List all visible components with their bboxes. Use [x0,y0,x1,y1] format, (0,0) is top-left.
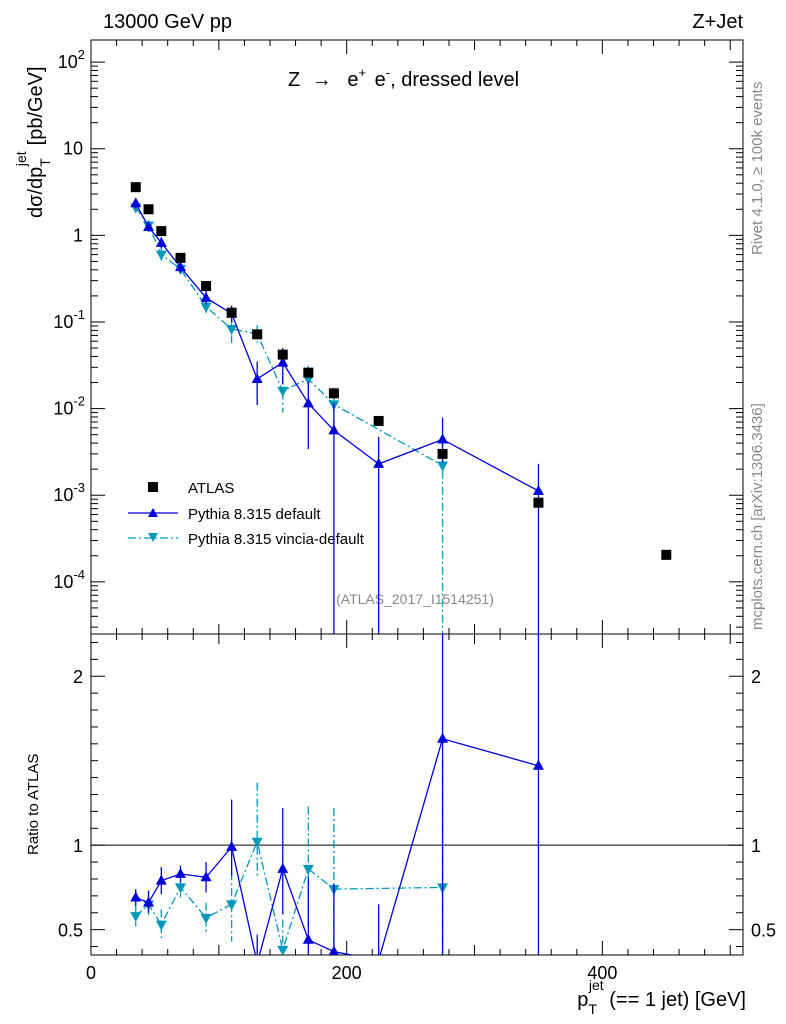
ratio-pythia-default-point [378,954,380,955]
pythia-default-point [130,197,142,208]
ratio-pythia-default-point [130,891,142,902]
ratio-y-axis-label: Ratio to ATLAS [25,754,42,855]
ratio-y-tick-label: 2 [73,667,83,687]
pythia-vincia-point [437,461,449,472]
x-tick-label: 0 [86,963,96,983]
atlas-point [156,226,167,237]
main-y-tick-label: 1 [73,225,83,245]
atlas-point [143,204,154,215]
ratio-pythia-vincia-point [302,864,314,875]
atlas-point [661,549,672,560]
ratio-pythia-default-point [532,759,544,770]
ratio-axes: 0.5 0.5 1 1 2 2 0 200 400 [58,634,776,983]
x-axis-label: pTjet (== 1 jet) [GeV] [577,977,746,1017]
ratio-pythia-vincia-point [130,912,142,923]
atlas-point [130,182,141,193]
main-y-tick-label: 10-3 [53,480,85,505]
atlas-point [437,448,448,459]
pythia-default-point [174,261,186,272]
ratio-pythia-default-point [328,945,340,955]
main-y-tick-label: 102 [58,47,85,72]
ratio-pythia-vincia-point [174,883,186,894]
ratio-pythia-default-line [135,737,539,955]
pythia-default-point [532,484,544,495]
main-y-tick-label: 10 [63,139,83,159]
main-y-tick-label: 10-4 [53,567,85,592]
ratio-pythia-default-point [437,732,449,743]
atlas-point [277,349,288,360]
main-y-tick-label: 10-2 [53,394,85,419]
ratio-pythia-default-point [174,867,186,878]
legend: ATLAS Pythia 8.315 default Pythia 8.315 … [128,480,365,548]
atlas-point [175,252,186,263]
ratio-pythia-vincia-point [251,837,263,848]
pythia-default-point [302,397,314,408]
atlas-point [533,497,544,508]
pythia-vincia-point [226,324,238,335]
pythia-default-point [251,372,263,383]
rivet-label: Rivet 4.1.0, ≥ 100k events [749,82,766,255]
ratio-pythia-default-point [226,840,238,851]
pythia-default-point [373,457,385,468]
pythia-vincia-point [277,386,289,397]
ratio-y-tick-label: 2 [751,667,761,687]
main-axes: 10-4 10-3 10-2 10-1 1 10 102 [53,40,743,634]
pythia-default-line [135,202,539,492]
ratio-pythia-vincia-point [200,913,212,924]
ratio-y-tick-label: 0.5 [58,921,83,941]
ratio-data [130,634,544,955]
pythia-vincia-point [155,250,167,261]
analysis-watermark: (ATLAS_2017_I1514251) [336,591,494,607]
ratio-pythia-vincia-point [155,920,167,931]
ratio-pythia-default-point [200,871,212,882]
ratio-pythia-vincia-point [226,900,238,911]
pythia-default-point [143,220,155,231]
ratio-pythia-default-point [277,862,289,873]
pythia-default-point [277,356,289,367]
x-tick-label: 400 [587,963,617,983]
main-y-tick-label: 10-1 [53,307,85,332]
pythia-vincia-point [200,302,212,313]
atlas-point [201,281,212,292]
ratio-pythia-default-point [155,874,167,885]
legend-pythia-default-marker [148,508,158,517]
legend-atlas-marker [148,482,158,492]
pythia-vincia-line [135,207,443,467]
legend-pythia-default-label: Pythia 8.315 default [188,506,321,523]
pythia-default-point [328,424,340,435]
ratio-panel-frame [90,633,744,956]
atlas-point [303,367,314,378]
atlas-point [373,415,384,426]
ratio-y-tick-label: 1 [73,836,83,856]
ratio-pythia-vincia-point [277,945,289,955]
legend-pythia-vincia-marker [148,533,158,542]
main-plot-title: Z → e+ e-, dressed level [288,60,519,91]
pythia-default-point [155,236,167,247]
ratio-y-tick-label: 1 [751,836,761,856]
legend-pythia-vincia-label: Pythia 8.315 vincia-default [188,531,365,548]
ratio-pythia-default-point [143,896,155,907]
ratio-pythia-default-point [302,933,314,944]
pythia-default-point [437,433,449,444]
x-tick-label: 200 [332,963,362,983]
energy-label: 13000 GeV pp [103,11,232,33]
atlas-point [252,329,263,340]
atlas-point [328,388,339,399]
ratio-series-group [130,634,544,955]
ratio-y-tick-label: 0.5 [751,921,776,941]
pythia-default-point [200,291,212,302]
atlas-point [226,307,237,318]
main-y-axis-label: dσ/dpTjet[pb/GeV] [13,66,53,218]
main-data [130,182,672,634]
legend-atlas-label: ATLAS [188,480,234,497]
mcplots-label: mcplots.cern.ch [arXiv:1306.3436] [749,403,766,630]
process-label: Z+Jet [692,11,743,33]
